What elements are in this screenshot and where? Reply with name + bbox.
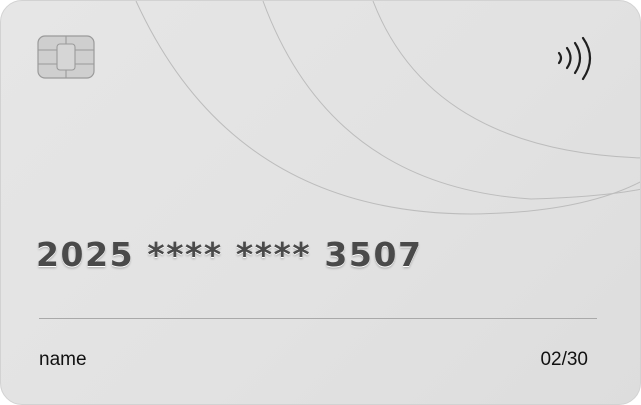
card-expiry-date: 02/30 (540, 349, 588, 370)
card-number: 2025 **** **** 3507 (36, 235, 423, 274)
cardholder-name: name (39, 349, 87, 370)
contactless-icon (557, 36, 592, 81)
card-divider (39, 318, 597, 319)
card-chip-icon (37, 35, 95, 79)
